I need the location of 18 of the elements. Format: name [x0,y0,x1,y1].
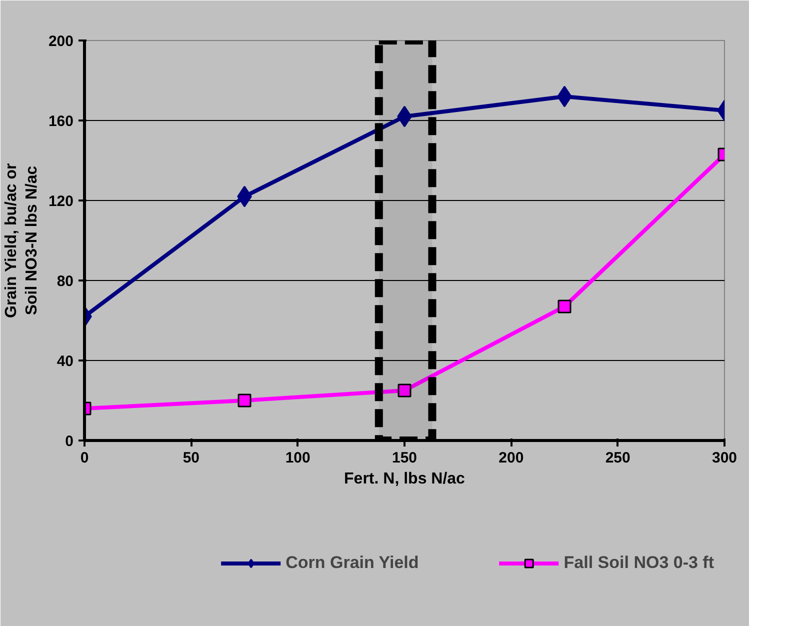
y-tick-label: 40 [56,353,74,370]
y-tick-label: 200 [48,33,74,50]
y-tick-label: 120 [48,193,74,210]
x-tick-label: 150 [392,450,418,466]
y-tick-label: 160 [48,113,74,130]
y-axis-title: Grain Yield, bu/ac or Soil NO3-N lbs N/ac [3,163,40,318]
x-tick-label: 200 [498,450,524,466]
x-tick-label: 0 [80,450,89,466]
y-tick-label: 80 [56,273,74,290]
legend-label: Fall Soil NO3 0-3 ft [564,553,714,573]
x-axis-title: Fert. N, lbs N/ac [344,470,466,488]
x-tick-label: 250 [605,450,630,466]
x-tick-label: 50 [182,450,200,466]
y-tick-label: 0 [65,433,74,450]
x-tick-label: 300 [712,450,738,466]
point [398,384,412,398]
x-tick-label: 100 [285,450,310,466]
legend-label: Corn Grain Yield [286,553,419,573]
